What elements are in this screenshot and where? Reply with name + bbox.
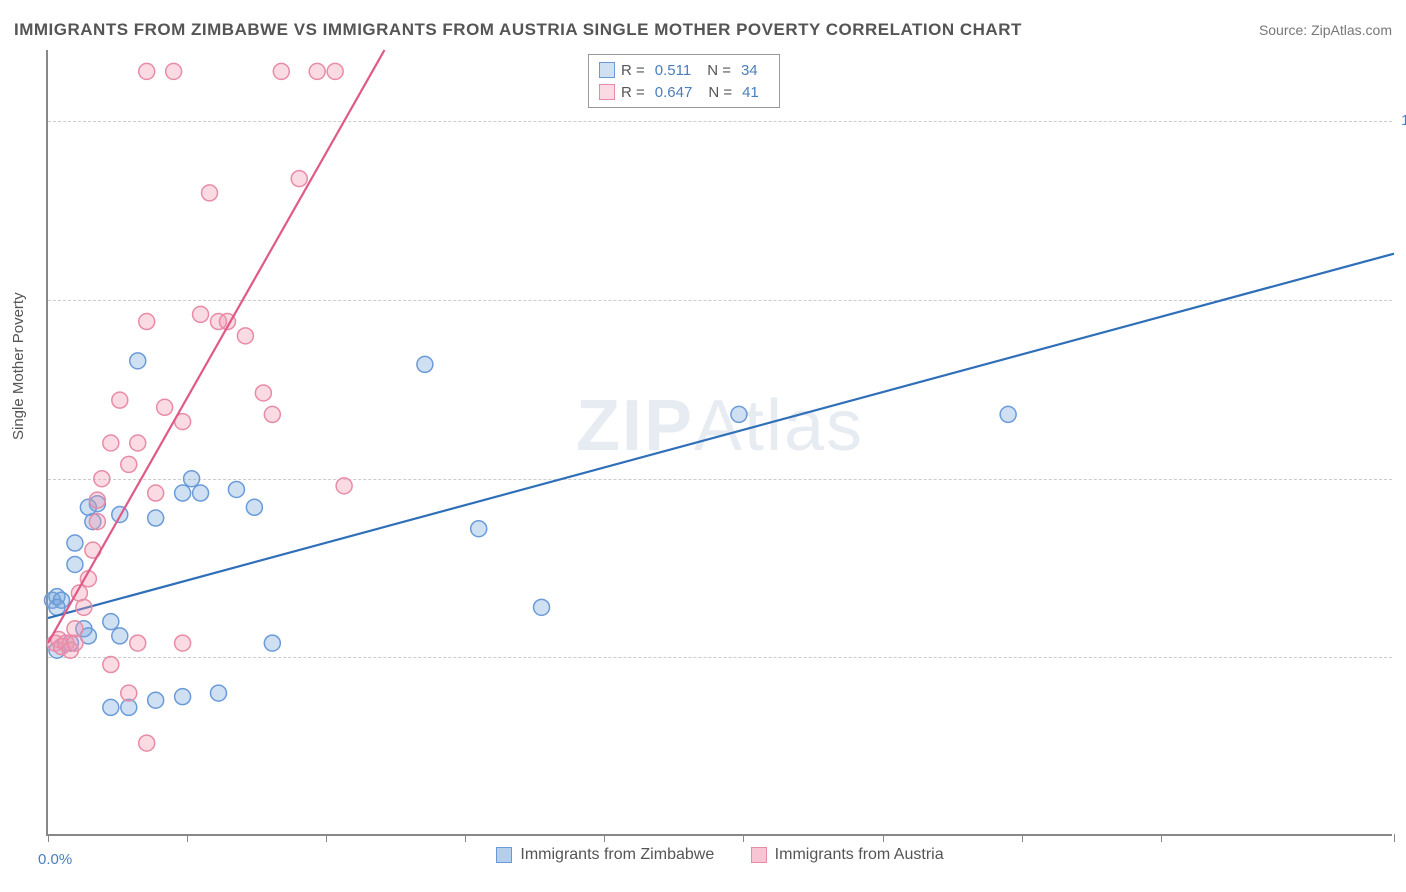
data-point [255, 385, 271, 401]
data-point [1000, 406, 1016, 422]
x-tick [187, 834, 188, 842]
n-label: N = [708, 84, 732, 101]
r-value-zimbabwe: 0.511 [655, 62, 691, 79]
source-label: Source: ZipAtlas.com [1259, 22, 1392, 38]
n-value-zimbabwe: 34 [741, 62, 758, 79]
data-point [89, 514, 105, 530]
scatter-svg [48, 50, 1392, 834]
data-point [175, 485, 191, 501]
data-point [471, 521, 487, 537]
series-legend: Immigrants from Zimbabwe Immigrants from… [48, 846, 1392, 868]
data-point [193, 306, 209, 322]
x-tick [1022, 834, 1023, 842]
x-tick [326, 834, 327, 842]
data-point [327, 63, 343, 79]
swatch-zimbabwe [496, 847, 512, 863]
chart-title: IMMIGRANTS FROM ZIMBABWE VS IMMIGRANTS F… [14, 20, 1022, 40]
r-label: R = [621, 84, 645, 101]
data-point [94, 471, 110, 487]
data-point [175, 689, 191, 705]
x-tick [604, 834, 605, 842]
data-point [336, 478, 352, 494]
data-point [67, 621, 83, 637]
data-point [264, 635, 280, 651]
legend-row-zimbabwe: R = 0.511 N = 34 [599, 59, 769, 81]
data-point [731, 406, 747, 422]
y-tick-label: 100.0% [1397, 112, 1406, 129]
data-point [237, 328, 253, 344]
data-point [112, 628, 128, 644]
x-tick [1161, 834, 1162, 842]
data-point [417, 356, 433, 372]
data-point [534, 599, 550, 615]
data-point [130, 635, 146, 651]
n-label: N = [707, 62, 731, 79]
data-point [103, 699, 119, 715]
data-point [210, 685, 226, 701]
data-point [139, 735, 155, 751]
legend-label-austria: Immigrants from Austria [775, 846, 944, 864]
legend-item-austria: Immigrants from Austria [751, 846, 944, 864]
trend-line [48, 50, 385, 643]
plot-area: ZIPAtlas 25.0%50.0%75.0%100.0% 0.0% 15.0… [46, 50, 1392, 836]
data-point [139, 314, 155, 330]
data-point [291, 171, 307, 187]
trend-line [48, 254, 1394, 618]
n-value-austria: 41 [742, 84, 759, 101]
data-point [67, 556, 83, 572]
r-label: R = [621, 62, 645, 79]
y-tick-label: 75.0% [1397, 291, 1406, 308]
y-tick-label: 50.0% [1397, 470, 1406, 487]
y-axis-label: Single Mother Poverty [10, 292, 27, 440]
data-point [148, 510, 164, 526]
data-point [184, 471, 200, 487]
data-point [264, 406, 280, 422]
data-point [148, 485, 164, 501]
r-value-austria: 0.647 [655, 84, 693, 101]
data-point [49, 599, 65, 615]
data-point [76, 599, 92, 615]
data-point [166, 63, 182, 79]
data-point [202, 185, 218, 201]
data-point [157, 399, 173, 415]
x-tick [883, 834, 884, 842]
data-point [121, 685, 137, 701]
data-point [130, 353, 146, 369]
data-point [89, 492, 105, 508]
swatch-austria [599, 84, 615, 100]
x-tick [465, 834, 466, 842]
data-point [246, 499, 262, 515]
legend-item-zimbabwe: Immigrants from Zimbabwe [496, 846, 714, 864]
data-point [112, 392, 128, 408]
data-point [130, 435, 146, 451]
data-point [67, 535, 83, 551]
data-point [103, 657, 119, 673]
x-tick [1394, 834, 1395, 842]
swatch-austria [751, 847, 767, 863]
correlation-legend: R = 0.511 N = 34 R = 0.647 N = 41 [588, 54, 780, 108]
data-point [309, 63, 325, 79]
legend-row-austria: R = 0.647 N = 41 [599, 81, 769, 103]
y-tick-label: 25.0% [1397, 648, 1406, 665]
data-point [103, 435, 119, 451]
data-point [139, 63, 155, 79]
x-tick [48, 834, 49, 842]
x-tick [743, 834, 744, 842]
data-point [103, 614, 119, 630]
legend-label-zimbabwe: Immigrants from Zimbabwe [520, 846, 714, 864]
swatch-zimbabwe [599, 62, 615, 78]
data-point [148, 692, 164, 708]
chart-container: IMMIGRANTS FROM ZIMBABWE VS IMMIGRANTS F… [0, 0, 1406, 892]
data-point [175, 635, 191, 651]
data-point [193, 485, 209, 501]
data-point [228, 481, 244, 497]
data-point [273, 63, 289, 79]
data-point [121, 456, 137, 472]
